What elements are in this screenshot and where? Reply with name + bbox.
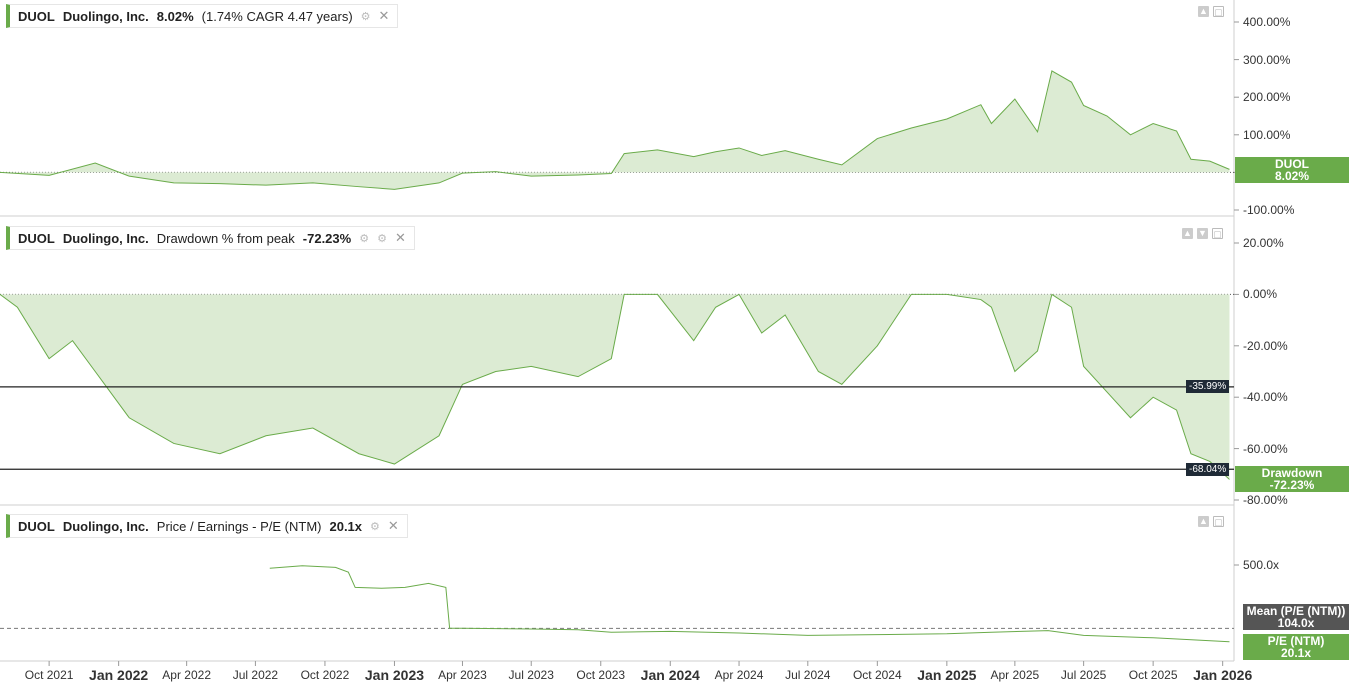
hline-label: -35.99% — [1186, 380, 1230, 393]
legend-value: 20.1x — [329, 518, 363, 534]
y-tick-label: -40.00% — [1243, 390, 1288, 405]
pe-line — [269, 565, 1230, 643]
pe-tag: P/E (NTM) 20.1x — [1243, 634, 1349, 660]
x-tick-label: Apr 2022 — [162, 668, 211, 682]
pane-controls: ▲ ▢ — [1198, 516, 1224, 527]
return-tag-value: 8.02% — [1274, 169, 1310, 183]
x-tick-label: Apr 2025 — [990, 668, 1040, 682]
x-tick-label: Oct 2024 — [852, 668, 902, 682]
legend-pe: DUOL Duolingo, Inc. Price / Earnings - P… — [6, 514, 408, 538]
legend-company: Duolingo, Inc. — [62, 230, 149, 246]
fullscreen-icon[interactable]: ▢ — [1213, 516, 1224, 527]
fullscreen-icon[interactable]: ▢ — [1213, 6, 1224, 17]
x-tick-label: Jul 2023 — [508, 668, 554, 682]
y-tick-label: -100.00% — [1243, 203, 1295, 217]
y-tick-label: -60.00% — [1243, 441, 1288, 456]
close-icon[interactable]: ✕ — [394, 230, 406, 245]
x-tick-label: Jan 2025 — [917, 667, 977, 683]
move-up-icon[interactable]: ▲ — [1182, 228, 1193, 239]
y-tick-label: 500.0x — [1243, 558, 1280, 572]
legend-ticker: DUOL — [18, 8, 55, 24]
x-tick-label: Oct 2022 — [300, 668, 350, 682]
x-tick-label: Oct 2021 — [24, 668, 74, 682]
pane-controls: ▲ ▢ — [1198, 6, 1224, 17]
pe-tag-name: P/E (NTM) — [1267, 634, 1325, 648]
move-up-icon[interactable]: ▲ — [1198, 6, 1209, 17]
x-tick-label: Oct 2025 — [1128, 668, 1178, 682]
pane-controls: ▲ ▼ ▢ — [1182, 228, 1223, 239]
legend-metric: Price / Earnings - P/E (NTM) — [156, 518, 322, 534]
x-tick-label: Jul 2025 — [1060, 668, 1107, 682]
x-tick-label: Oct 2023 — [576, 668, 626, 682]
legend-return: DUOL Duolingo, Inc. 8.02% (1.74% CAGR 4.… — [6, 4, 399, 28]
mean-tag: Mean (P/E (NTM)) 104.0x — [1243, 604, 1349, 630]
y-tick-label: 20.00% — [1243, 236, 1284, 250]
settings-icon[interactable]: ⚙ — [360, 10, 371, 23]
legend-drawdown: DUOL Duolingo, Inc. Drawdown % from peak… — [6, 226, 415, 250]
y-tick-label: 100.00% — [1243, 127, 1291, 142]
drawdown-area-fill — [0, 294, 1230, 480]
settings-icon[interactable]: ⚙ — [370, 520, 380, 533]
y-tick-label: -20.00% — [1243, 338, 1288, 353]
close-icon[interactable]: ✕ — [378, 8, 390, 23]
x-tick-label: Jan 2023 — [364, 667, 425, 683]
drawdown-tag: Drawdown -72.23% — [1235, 466, 1349, 492]
x-tick-label: Jul 2022 — [232, 668, 279, 682]
close-icon[interactable]: ✕ — [387, 518, 399, 533]
mean-tag-value: 104.0x — [1277, 616, 1315, 630]
move-up-icon[interactable]: ▲ — [1198, 516, 1209, 527]
x-tick-label: Jan 2024 — [640, 667, 700, 683]
legend-company: Duolingo, Inc. — [62, 518, 149, 534]
y-tick-label: 300.00% — [1243, 52, 1291, 67]
legend-value: 8.02% — [156, 8, 194, 24]
drawdown-tag-name: Drawdown — [1261, 466, 1323, 480]
legend-metric: Drawdown % from peak — [156, 230, 295, 246]
legend-ticker: DUOL — [18, 230, 55, 246]
legend-value: -72.23% — [302, 230, 352, 246]
drawdown-tag-value: -72.23% — [1269, 478, 1315, 492]
x-tick-label: Jan 2026 — [1193, 667, 1253, 683]
legend-ticker: DUOL — [18, 518, 55, 534]
return-tag-name: DUOL — [1275, 157, 1309, 171]
fullscreen-icon[interactable]: ▢ — [1212, 228, 1223, 239]
return-area-fill — [0, 70, 1230, 190]
hline-label: -68.04% — [1186, 463, 1230, 476]
x-tick-label: Apr 2024 — [714, 668, 764, 682]
mean-tag-name: Mean (P/E (NTM)) — [1246, 604, 1346, 618]
settings-icon[interactable]: ⚙ — [377, 232, 387, 245]
pe-tag-value: 20.1x — [1280, 646, 1312, 660]
y-tick-label: 200.00% — [1243, 90, 1291, 105]
x-tick-label: Jan 2022 — [89, 667, 149, 683]
y-tick-label: 400.00% — [1243, 15, 1291, 29]
legend-company: Duolingo, Inc. — [62, 8, 149, 24]
drawdown-line — [0, 293, 1230, 480]
legend-extra: (1.74% CAGR 4.47 years) — [201, 8, 353, 24]
return-tag: DUOL 8.02% — [1235, 157, 1349, 183]
return-line — [0, 70, 1230, 190]
y-tick-label: 0.00% — [1243, 287, 1278, 302]
settings-icon[interactable]: ⚙ — [359, 232, 370, 245]
y-tick-label: -80.00% — [1243, 493, 1288, 507]
x-tick-label: Jul 2024 — [785, 668, 831, 682]
move-down-icon[interactable]: ▼ — [1197, 228, 1208, 239]
x-tick-label: Apr 2023 — [438, 668, 487, 682]
